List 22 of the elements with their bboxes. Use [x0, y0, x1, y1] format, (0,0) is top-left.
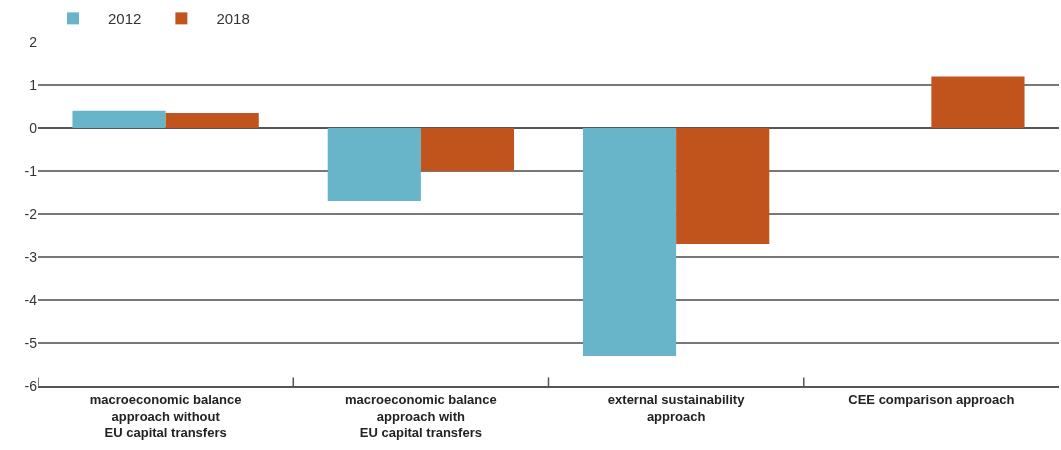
- y-tick-label: -4: [24, 291, 38, 308]
- bar: [165, 112, 259, 128]
- bar: [931, 76, 1025, 128]
- y-tick-label: 1: [29, 76, 38, 93]
- y-tick-label: 0: [29, 119, 38, 136]
- y-tick-label: -1: [24, 162, 38, 179]
- x-tick-label: macroeconomic balance approach with EU capital transfers: [345, 391, 497, 441]
- bar: [327, 128, 421, 202]
- bar: [676, 128, 770, 245]
- bar: [582, 128, 677, 356]
- y-tick-label: 2: [29, 33, 38, 50]
- y-tick-label: -6: [24, 377, 38, 394]
- bar: [72, 110, 166, 128]
- y-tick-label: -2: [24, 205, 38, 222]
- y-tick-label: -5: [24, 334, 38, 351]
- legend-label: 2012: [108, 10, 142, 28]
- y-tick-label: -3: [24, 248, 38, 265]
- x-tick-label: CEE comparison approach: [848, 391, 1015, 407]
- legend-label: 2018: [216, 10, 250, 28]
- x-tick-label: external sustainability approach: [607, 391, 746, 424]
- bar: [420, 128, 515, 171]
- x-tick-label: macroeconomic balance approach without EU capital transfers: [89, 391, 242, 441]
